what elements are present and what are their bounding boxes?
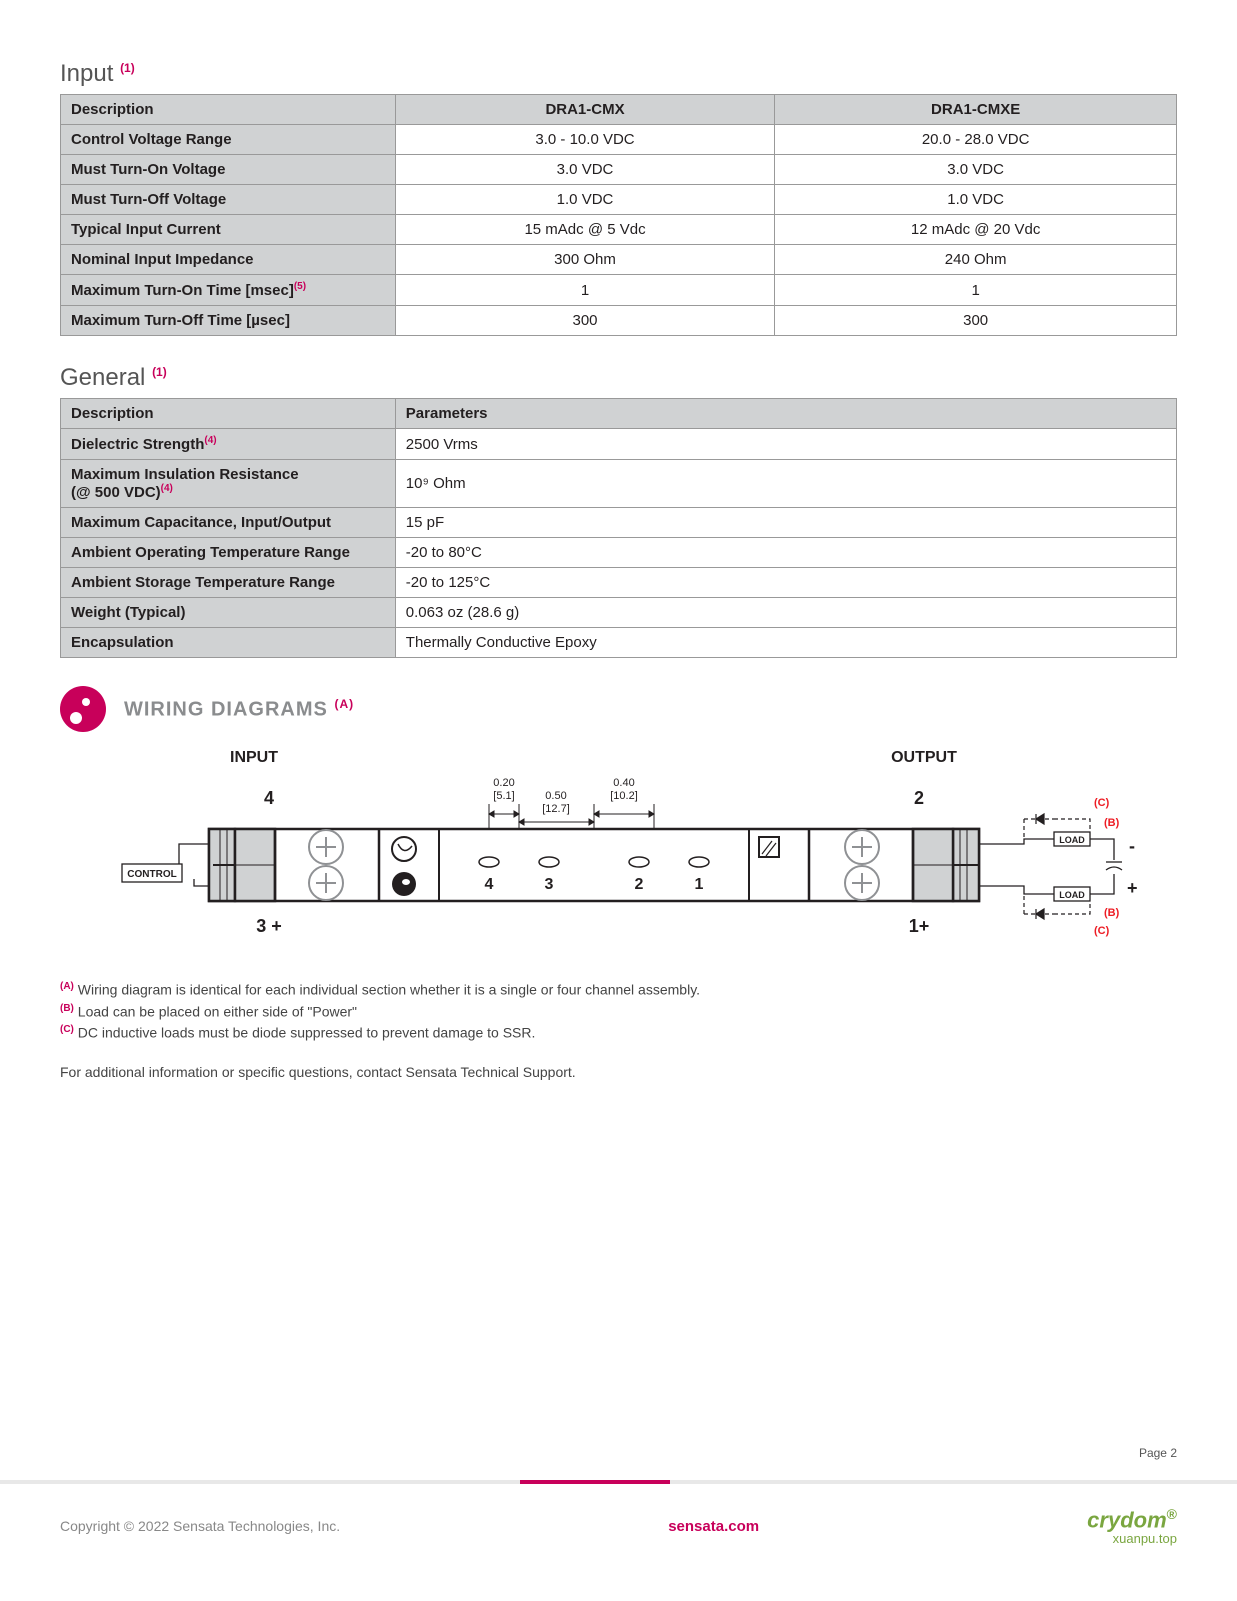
svg-text:0.20: 0.20: [493, 777, 514, 789]
svg-text:1: 1: [694, 876, 703, 893]
col-header: Description: [61, 95, 396, 125]
table-row: Weight (Typical)0.063 oz (28.6 g): [61, 598, 1177, 628]
table-row: Maximum Turn-Off Time [µsec]300300: [61, 306, 1177, 336]
section-title-ref: (1): [120, 61, 135, 75]
svg-text:-: -: [1129, 836, 1135, 856]
table-row: Control Voltage Range3.0 - 10.0 VDC20.0 …: [61, 125, 1177, 155]
dot-icon: [70, 712, 82, 724]
footer: Copyright © 2022 Sensata Technologies, I…: [0, 1480, 1237, 1586]
table-row: Maximum Capacitance, Input/Output15 pF: [61, 508, 1177, 538]
svg-text:(C): (C): [1094, 925, 1110, 937]
output-wiring: [979, 832, 1122, 901]
svg-text:CONTROL: CONTROL: [127, 869, 176, 880]
svg-text:(B): (B): [1104, 907, 1120, 919]
col-header: DRA1-CMXE: [775, 95, 1177, 125]
wiring-icon: [60, 686, 106, 732]
col-header: Parameters: [395, 399, 1176, 429]
col-header: DRA1-CMX: [395, 95, 774, 125]
wiring-title: WIRING DIAGRAMS (A): [124, 697, 354, 722]
input-label: INPUT: [230, 749, 278, 766]
wiring-svg: INPUT OUTPUT: [94, 744, 1144, 954]
site-link: sensata.com: [668, 1518, 759, 1535]
table-row: Ambient Storage Temperature Range-20 to …: [61, 568, 1177, 598]
section-title-general: General (1): [60, 364, 1177, 392]
svg-text:LOAD: LOAD: [1059, 835, 1085, 845]
table-row: Must Turn-On Voltage3.0 VDC3.0 VDC: [61, 155, 1177, 185]
col-header: Description: [61, 399, 396, 429]
table-row: Ambient Operating Temperature Range-20 t…: [61, 538, 1177, 568]
svg-text:3: 3: [544, 876, 553, 893]
copyright: Copyright © 2022 Sensata Technologies, I…: [60, 1518, 340, 1534]
footer-accent: [520, 1480, 670, 1484]
table-row: Typical Input Current15 mAdc @ 5 Vdc12 m…: [61, 215, 1177, 245]
svg-text:1+: 1+: [908, 916, 929, 936]
svg-text:4: 4: [263, 788, 273, 808]
output-label: OUTPUT: [891, 749, 957, 766]
svg-text:+: +: [1127, 878, 1138, 898]
table-row: Dielectric Strength(4)2500 Vrms: [61, 429, 1177, 460]
svg-text:(C): (C): [1094, 797, 1110, 809]
brand-logo: crydom® xuanpu.top: [1087, 1506, 1177, 1546]
section-title-input: Input (1): [60, 60, 1177, 88]
table-row: EncapsulationThermally Conductive Epoxy: [61, 628, 1177, 658]
table-row: Must Turn-Off Voltage1.0 VDC1.0 VDC: [61, 185, 1177, 215]
table-row: Maximum Insulation Resistance (@ 500 VDC…: [61, 460, 1177, 508]
notes: (A) Wiring diagram is identical for each…: [60, 979, 1177, 1083]
svg-text:[10.2]: [10.2]: [610, 790, 638, 802]
svg-text:0.50: 0.50: [545, 790, 566, 802]
section-title-ref: (1): [152, 365, 167, 379]
general-table: Description Parameters Dielectric Streng…: [60, 398, 1177, 658]
svg-text:2: 2: [634, 876, 643, 893]
svg-text:0.40: 0.40: [613, 777, 634, 789]
wiring-header: WIRING DIAGRAMS (A): [60, 686, 1177, 732]
svg-text:(B): (B): [1104, 817, 1120, 829]
table-row: Nominal Input Impedance300 Ohm240 Ohm: [61, 245, 1177, 275]
svg-text:4: 4: [484, 876, 493, 893]
svg-text:[12.7]: [12.7]: [542, 803, 570, 815]
device-body: 4 3 2 1: [209, 829, 979, 901]
section-title-text: General: [60, 364, 145, 391]
additional-note: For additional information or specific q…: [60, 1062, 1177, 1083]
page-number: Page 2: [1139, 1446, 1177, 1460]
section-title-text: Input: [60, 60, 113, 87]
dot-icon: [82, 698, 90, 706]
svg-text:LOAD: LOAD: [1059, 890, 1085, 900]
dimensions: [489, 804, 654, 829]
svg-text:2: 2: [913, 788, 923, 808]
svg-text:3 +: 3 +: [256, 916, 282, 936]
wiring-diagram: INPUT OUTPUT: [60, 744, 1177, 959]
input-table: Description DRA1-CMX DRA1-CMXE Control V…: [60, 94, 1177, 336]
svg-text:[5.1]: [5.1]: [493, 790, 514, 802]
table-row: Maximum Turn-On Time [msec](5)11: [61, 275, 1177, 306]
diode-symbols: [1036, 814, 1044, 919]
